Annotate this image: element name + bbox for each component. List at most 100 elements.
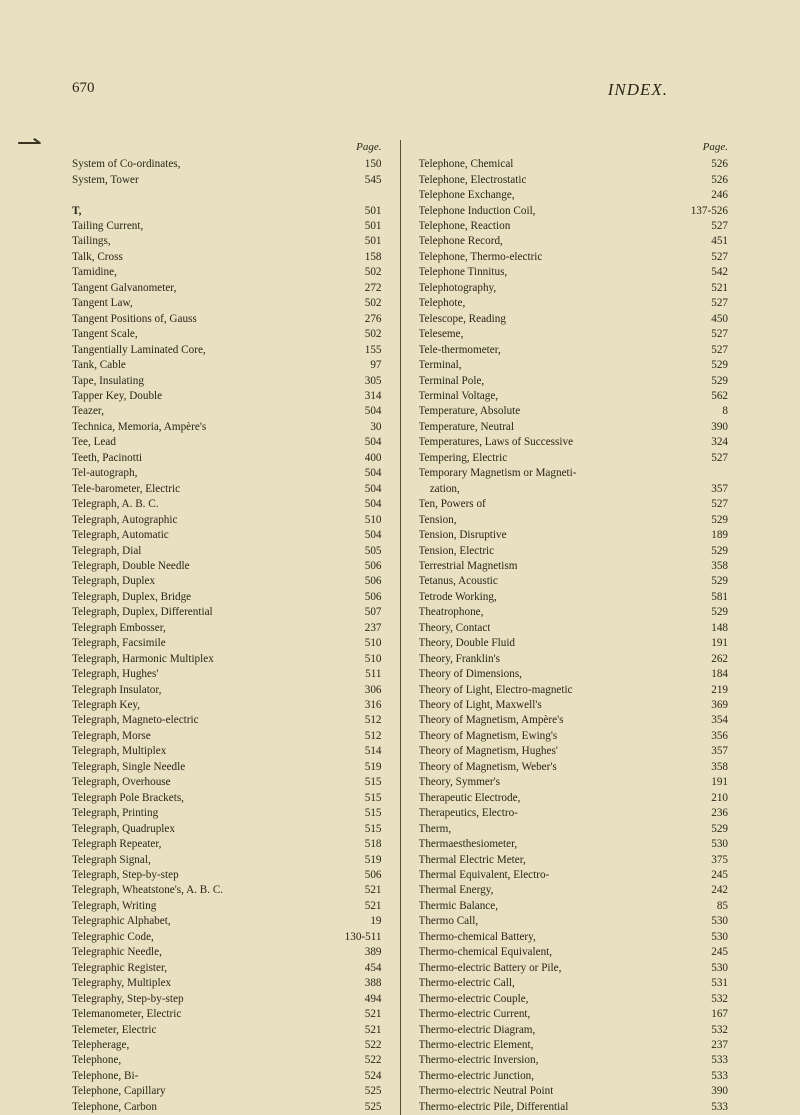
index-entry: Terminal Voltage,562 (419, 389, 729, 404)
index-entry: Theory of Magnetism, Ewing's356 (419, 729, 729, 744)
entry-term: Thermo-electric Element, (419, 1038, 534, 1053)
index-entry: Therm,529 (419, 822, 729, 837)
index-entry: Theory of Magnetism, Weber's358 (419, 760, 729, 775)
index-entry: Theory of Light, Maxwell's369 (419, 698, 729, 713)
index-entry: Theory of Dimensions,184 (419, 667, 729, 682)
entry-page: 530 (707, 961, 728, 976)
entry-term: Theory, Contact (419, 621, 491, 636)
index-entry: Telegraph, Morse512 (72, 729, 382, 744)
index-entry: Temperature, Neutral390 (419, 420, 729, 435)
entry-page: 521 (361, 1007, 382, 1022)
entry-term: Telegraphic Alphabet, (72, 914, 171, 929)
index-entry: Terminal Pole,529 (419, 374, 729, 389)
index-entry: Theory of Light, Electro-magnetic219 (419, 683, 729, 698)
entry-page: 531 (707, 976, 728, 991)
entry-term: Telegraph, Printing (72, 806, 158, 821)
entry-term: Theory of Magnetism, Weber's (419, 760, 557, 775)
entry-page: 354 (707, 713, 728, 728)
entry-term: Telescope, Reading (419, 312, 506, 327)
entry-page: 506 (361, 868, 382, 883)
entry-page: 369 (707, 698, 728, 713)
entry-page: 137-526 (687, 204, 728, 219)
entry-page: 184 (707, 667, 728, 682)
entry-term: Thermal Electric Meter, (419, 853, 526, 868)
index-entry: Telegraphy, Multiplex388 (72, 976, 382, 991)
index-entry: Telephone, Chemical526 (419, 157, 729, 172)
entry-term: Technica, Memoria, Ampère's (72, 420, 206, 435)
entry-page: 530 (707, 914, 728, 929)
entry-page: 515 (361, 806, 382, 821)
index-entry: Theory, Franklin's262 (419, 652, 729, 667)
entry-page: 494 (361, 992, 382, 1007)
entry-term: Telegraphic Code, (72, 930, 154, 945)
page-label-right: Page. (703, 140, 728, 155)
entry-term: Theatrophone, (419, 605, 484, 620)
entry-page: 504 (361, 435, 382, 450)
entry-page: 521 (361, 883, 382, 898)
entry-term: Thermal Equivalent, Electro- (419, 868, 550, 883)
entry-page: 506 (361, 559, 382, 574)
entry-term: Talk, Cross (72, 250, 123, 265)
entry-page: 519 (361, 760, 382, 775)
entry-page: 504 (361, 482, 382, 497)
entry-term: Telegraph, Hughes' (72, 667, 158, 682)
entry-term: Theory, Double Fluid (419, 636, 516, 651)
column-divider (400, 140, 401, 1115)
entry-page: 97 (366, 358, 381, 373)
entry-term: Tension, Electric (419, 544, 495, 559)
entry-term: Telephone Tinnitus, (419, 265, 508, 280)
index-entry: Thermo-electric Battery or Pile,530 (419, 961, 729, 976)
entry-term: Telephotography, (419, 281, 497, 296)
index-entry: Telephone Exchange,246 (419, 188, 729, 203)
index-entry: Thermo-electric Current,167 (419, 1007, 729, 1022)
entry-term: Temporary Magnetism or Magneti- (419, 466, 577, 481)
index-entry: Teazer,504 (72, 404, 382, 419)
entry-term: Tetrode Working, (419, 590, 497, 605)
index-entry: Tension,529 (419, 513, 729, 528)
entry-page: 19 (366, 914, 381, 929)
entry-page: 530 (707, 837, 728, 852)
entry-page: 167 (707, 1007, 728, 1022)
entry-page: 276 (361, 312, 382, 327)
entry-page: 529 (707, 358, 728, 373)
index-entry: Thermo-electric Inversion,533 (419, 1053, 729, 1068)
index-entry: Telegraph, Step-by-step506 (72, 868, 382, 883)
entry-page: 519 (361, 853, 382, 868)
entry-page: 530 (707, 930, 728, 945)
index-entry: Terminal,529 (419, 358, 729, 373)
entry-page: 324 (707, 435, 728, 450)
entry-term: Tailings, (72, 234, 111, 249)
entry-page: 305 (361, 374, 382, 389)
entry-term: Tempering, Electric (419, 451, 508, 466)
entry-term: Telegraph, Wheatstone's, A. B. C. (72, 883, 223, 898)
entry-term: Temperature, Neutral (419, 420, 515, 435)
index-entry: Tension, Electric529 (419, 544, 729, 559)
index-entry: System, Tower545 (72, 173, 382, 188)
index-entry: Telemanometer, Electric 521 (72, 1007, 382, 1022)
entry-page: 515 (361, 822, 382, 837)
entry-term: System, Tower (72, 173, 139, 188)
entry-page: 527 (707, 343, 728, 358)
index-entry: Thermal Equivalent, Electro-245 (419, 868, 729, 883)
entry-page: 306 (361, 683, 382, 698)
entry-page: 525 (361, 1084, 382, 1099)
entry-term: Telegraphic Register, (72, 961, 167, 976)
entry-term: Thermic Balance, (419, 899, 499, 914)
entry-term: Thermo-electric Diagram, (419, 1023, 536, 1038)
entry-page: 514 (361, 744, 382, 759)
entry-page: 527 (707, 219, 728, 234)
entry-term: Telegraph, Duplex (72, 574, 155, 589)
entry-term: Telegraph Key, (72, 698, 140, 713)
entry-term: Telemanometer, Electric (72, 1007, 181, 1022)
entry-term: Telephone Record, (419, 234, 503, 249)
entry-page: 502 (361, 296, 382, 311)
index-entry: Thermal Electric Meter,375 (419, 853, 729, 868)
entry-term: Tetanus, Acoustic (419, 574, 498, 589)
entry-page: 451 (707, 234, 728, 249)
entry-term: Tele-thermometer, (419, 343, 501, 358)
entry-page: 242 (707, 883, 728, 898)
index-entry: Thermo-electric Call,531 (419, 976, 729, 991)
index-entry: Tension, Disruptive189 (419, 528, 729, 543)
index-entry: Theory, Symmer's191 (419, 775, 729, 790)
entry-term: Theory of Magnetism, Ampère's (419, 713, 564, 728)
